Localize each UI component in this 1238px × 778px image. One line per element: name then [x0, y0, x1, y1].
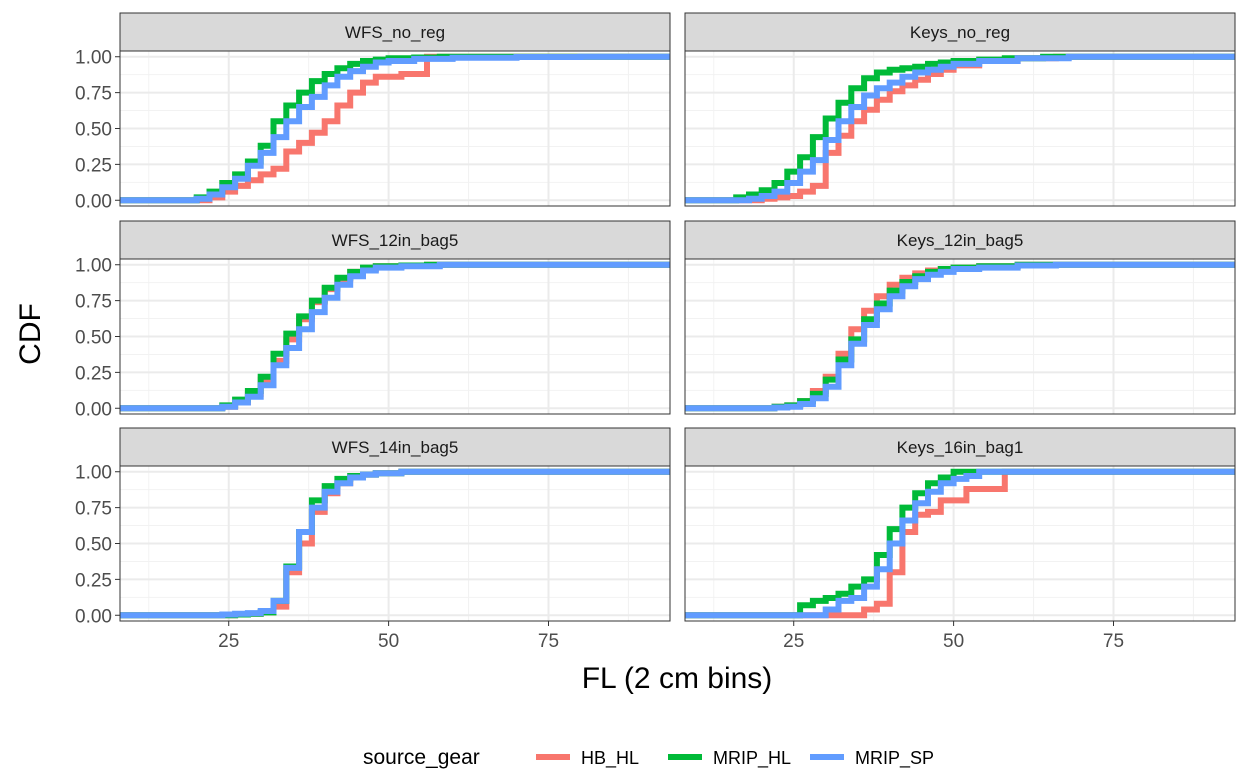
y-tick-label: 0.25 — [75, 570, 112, 591]
y-tick-label: 1.00 — [75, 48, 112, 69]
facet-strip-label: Keys_12in_bag5 — [897, 231, 1024, 250]
facet-panel: WFS_no_reg — [119, 12, 671, 207]
y-tick-label: 0.00 — [75, 606, 112, 627]
facet-strip — [119, 220, 671, 260]
facet-strip — [684, 12, 1236, 52]
y-tick-label: 0.50 — [75, 328, 112, 349]
x-tick-label: 50 — [943, 631, 964, 652]
y-tick-label: 0.50 — [75, 120, 112, 141]
facet-panels: WFS_no_reg Keys_no_reg WFS_12in_bag5 Keys_1… — [119, 12, 1236, 622]
x-tick-label: 75 — [538, 631, 559, 652]
facet-strip — [684, 220, 1236, 260]
y-axis-ticks: 0.00 0.25 0.50 0.75 1.00 0.00 0.25 0.50 0.75 1.00… — [75, 48, 120, 627]
facet-strip-label: WFS_no_reg — [345, 23, 445, 42]
x-axis-ticks: 25 50 75 25 50 75 — [218, 621, 1124, 652]
y-tick-label: 0.25 — [75, 155, 112, 176]
facet-panel: WFS_14in_bag5 — [119, 427, 671, 622]
x-tick-label: 25 — [218, 631, 239, 652]
facet-strip-label: Keys_16in_bag1 — [897, 438, 1024, 457]
facet-strip-label: Keys_no_reg — [910, 23, 1010, 42]
series-line-mrip-sp — [120, 53, 670, 204]
legend-label: MRIP_SP — [855, 748, 934, 769]
series-line-mrip-sp — [120, 261, 670, 412]
series-line-hb-hl — [685, 468, 1235, 619]
legend-label: HB_HL — [581, 748, 639, 769]
series-line-mrip-sp — [685, 261, 1235, 412]
facet-panel: Keys_16in_bag1 — [684, 427, 1236, 622]
panel-border — [684, 50, 1236, 207]
facet-panel: Keys_12in_bag5 — [684, 220, 1236, 415]
x-tick-label: 50 — [378, 631, 399, 652]
facet-strip — [684, 427, 1236, 467]
y-tick-label: 0.75 — [75, 292, 112, 313]
x-tick-label: 25 — [783, 631, 804, 652]
y-axis-title: CDF — [14, 303, 47, 365]
legend-label: MRIP_HL — [713, 748, 791, 769]
legend: source_gear HB_HL MRIP_HL MRIP_SP — [363, 746, 934, 769]
panel-border — [684, 258, 1236, 415]
y-tick-label: 0.25 — [75, 363, 112, 384]
facet-strip — [119, 12, 671, 52]
series-line-mrip-sp — [120, 468, 670, 619]
y-tick-label: 0.75 — [75, 84, 112, 105]
y-tick-label: 1.00 — [75, 256, 112, 277]
y-tick-label: 0.00 — [75, 191, 112, 212]
y-tick-label: 0.50 — [75, 535, 112, 556]
x-axis-title: FL (2 cm bins) — [582, 662, 773, 695]
facet-strip-label: WFS_12in_bag5 — [332, 231, 459, 250]
facet-strip-label: WFS_14in_bag5 — [332, 438, 459, 457]
panel-border — [684, 465, 1236, 622]
series-line-mrip-sp — [685, 468, 1235, 619]
x-tick-label: 75 — [1103, 631, 1124, 652]
legend-title: source_gear — [363, 746, 480, 769]
series-line-mrip-sp — [685, 53, 1235, 204]
y-tick-label: 0.00 — [75, 399, 112, 420]
facet-strip — [119, 427, 671, 467]
y-tick-label: 1.00 — [75, 463, 112, 484]
facet-panel: Keys_no_reg — [684, 12, 1236, 207]
facet-panel: WFS_12in_bag5 — [119, 220, 671, 415]
y-tick-label: 0.75 — [75, 499, 112, 520]
